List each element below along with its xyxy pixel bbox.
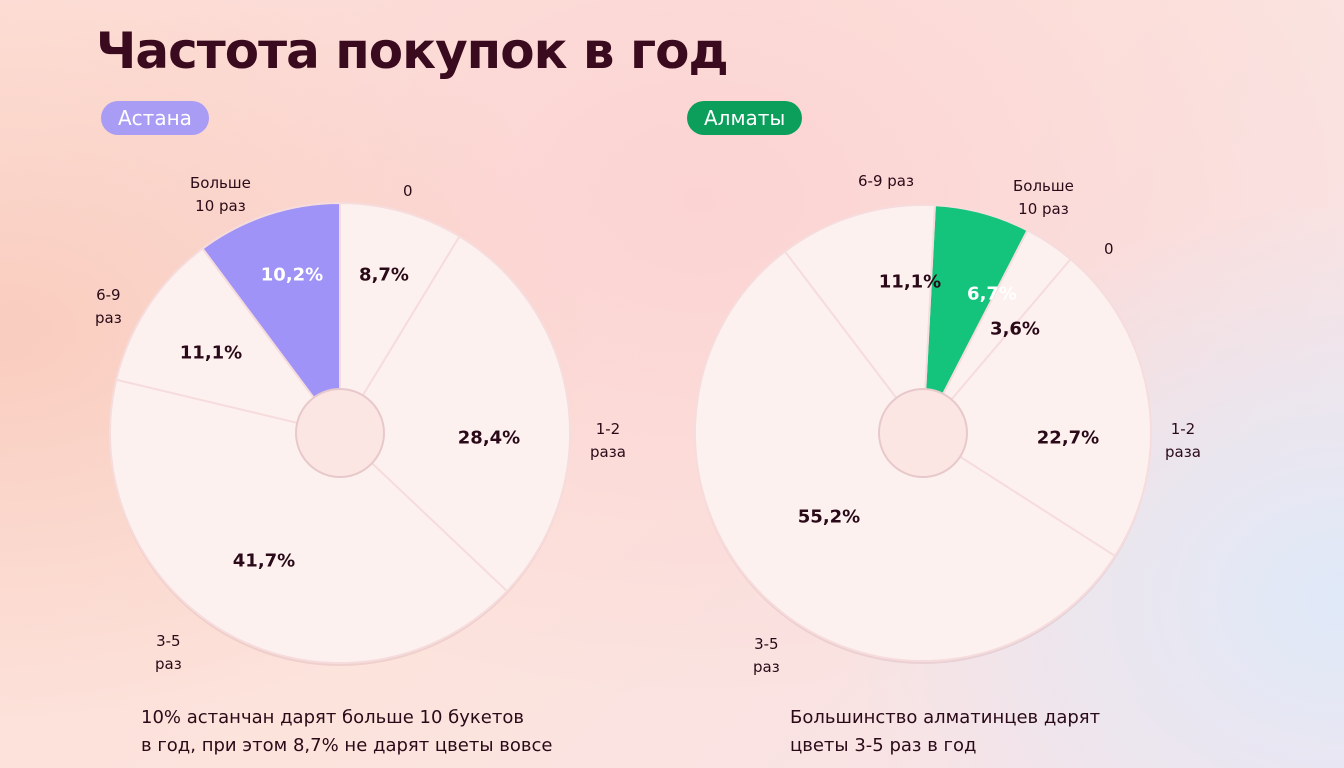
- note-line: в год, при этом 8,7% не дарят цветы вовс…: [141, 735, 553, 756]
- value-label: 8,7%: [359, 264, 409, 286]
- city-badge-astana: Астана: [101, 101, 209, 135]
- label-line: 1-2: [595, 420, 621, 438]
- pie-slice: [201, 201, 341, 437]
- pie-slice: [921, 257, 1152, 558]
- label-line: 10 раз: [1018, 200, 1069, 218]
- category-label-6-9: 6-9 раз: [858, 172, 914, 190]
- chart-note-almaty: Большинство алматинцев дарят цветы 3-5 ра…: [790, 704, 1100, 760]
- category-label-1-2: 1-2 раза: [1165, 418, 1201, 464]
- page-title: Частота покупок в год: [96, 22, 729, 80]
- label-line: Больше: [190, 174, 251, 192]
- note-line: цветы 3-5 раз в год: [790, 735, 977, 756]
- value-label: 11,1%: [179, 342, 243, 364]
- category-label-3-5: 3-5 раз: [155, 630, 182, 676]
- note-line: 10% астанчан дарят больше 10 букетов: [141, 707, 524, 728]
- value-label: 22,7%: [1036, 427, 1100, 449]
- label-line: 1-2: [1170, 420, 1196, 438]
- label-line: 6-9: [96, 286, 121, 304]
- value-label: 10,2%: [260, 264, 324, 286]
- label-line: Больше: [1013, 177, 1074, 195]
- category-label-0: 0: [403, 182, 413, 200]
- pie-slice: [115, 247, 343, 435]
- note-line: Большинство алматинцев дарят: [790, 707, 1101, 728]
- label-line: раза: [590, 443, 626, 461]
- category-label-0: 0: [1104, 240, 1114, 258]
- value-label: 55,2%: [797, 506, 861, 528]
- pie-center-hole: [878, 388, 968, 478]
- city-badge-almaty: Алматы: [687, 101, 803, 135]
- pie-slice: [783, 204, 936, 436]
- label-line: 3-5: [754, 635, 779, 653]
- pie-slice: [109, 378, 509, 664]
- pie-slice: [339, 201, 461, 437]
- category-label-6-9: 6-9 раз: [95, 284, 122, 330]
- category-label-more10: Больше 10 раз: [190, 172, 251, 218]
- label-line: 10 раз: [195, 197, 246, 215]
- label-line: раз: [753, 658, 780, 676]
- value-label: 28,4%: [457, 427, 521, 449]
- category-label-3-5: 3-5 раз: [753, 633, 780, 679]
- value-label: 11,1%: [878, 271, 942, 293]
- chart-note-astana: 10% астанчан дарят больше 10 букетов в го…: [141, 704, 553, 760]
- value-label: 6,7%: [967, 283, 1017, 305]
- label-line: раз: [95, 309, 122, 327]
- label-line: раз: [155, 655, 182, 673]
- value-label: 41,7%: [232, 550, 296, 572]
- pie-slice: [338, 235, 571, 593]
- category-label-more10: Больше 10 раз: [1013, 175, 1074, 221]
- value-label: 3,6%: [990, 318, 1040, 340]
- category-label-1-2: 1-2 раза: [590, 418, 626, 464]
- pie-center-hole: [295, 388, 385, 478]
- label-line: 3-5: [156, 632, 181, 650]
- label-line: раза: [1165, 443, 1201, 461]
